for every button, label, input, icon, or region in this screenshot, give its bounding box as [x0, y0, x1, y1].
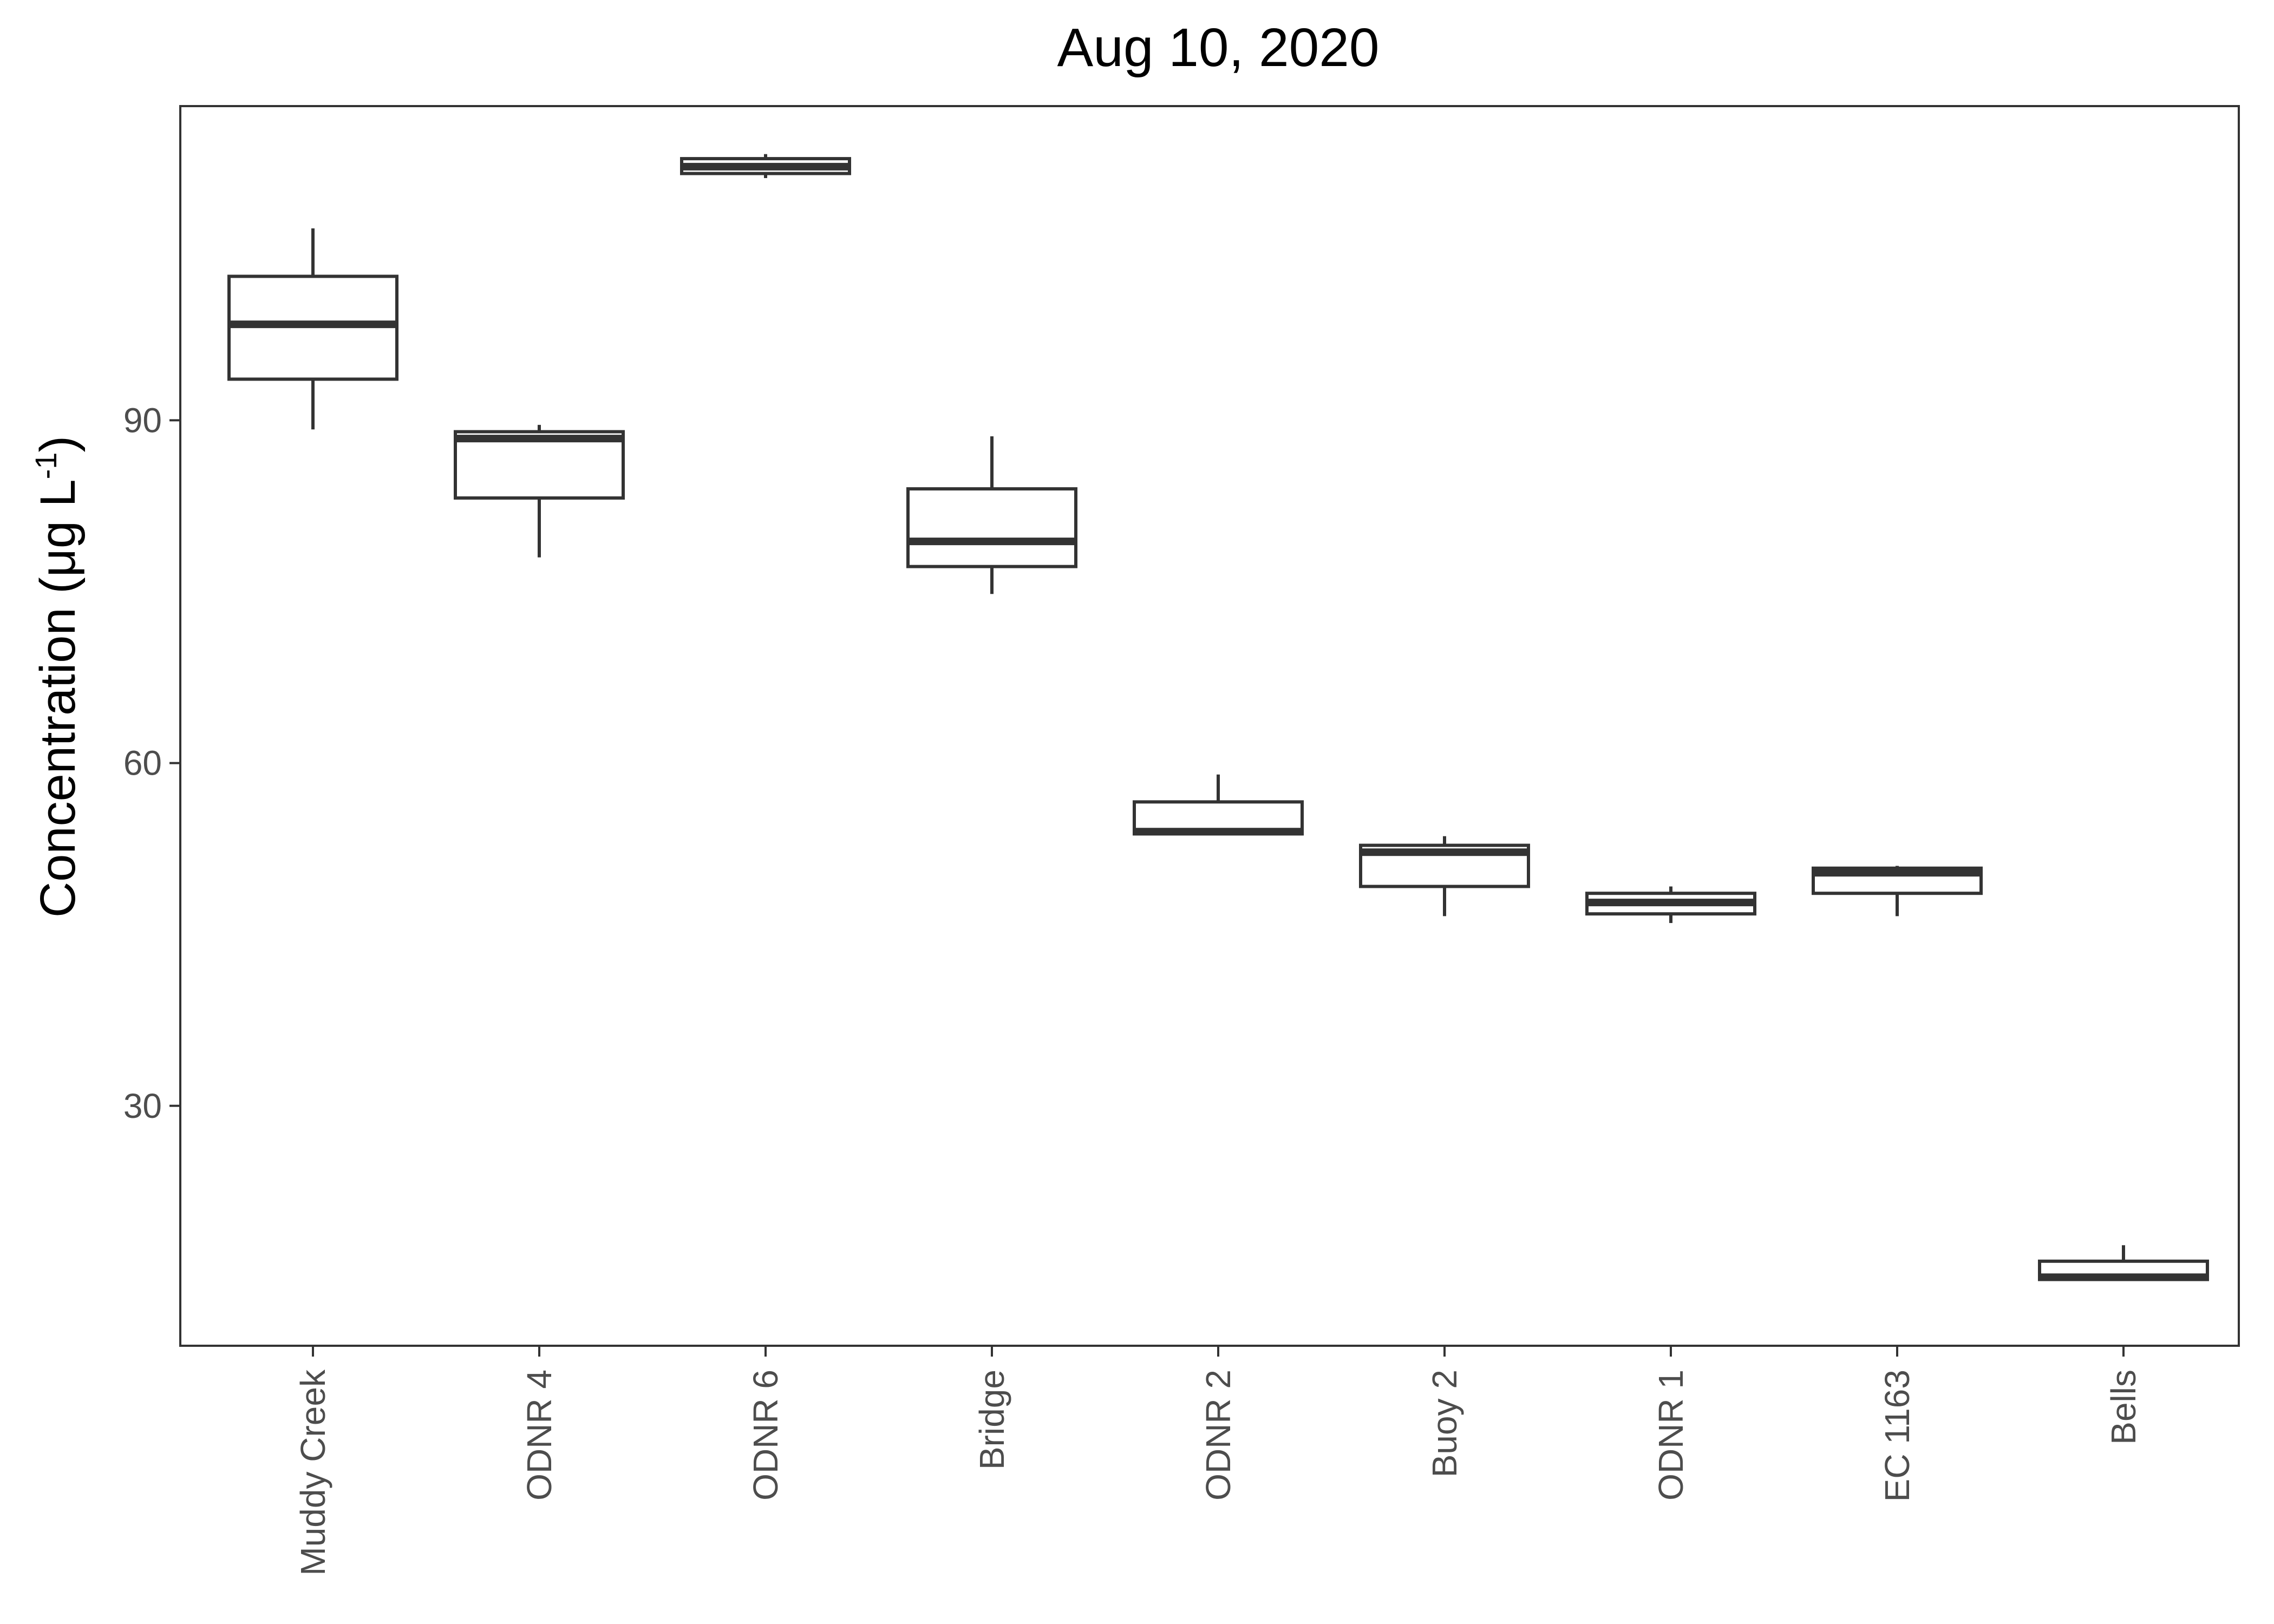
box-bridge	[906, 436, 1077, 594]
x-tick-label: ODNR 2	[1199, 1370, 1238, 1501]
x-tick-label: Bridge	[972, 1370, 1011, 1470]
y-axis-label-main: Concentration (μg L	[30, 479, 86, 918]
y-axis-ticks: 30 60 90	[123, 401, 180, 1125]
x-tick-label: ODNR 4	[520, 1370, 559, 1501]
x-tick-label: ODNR 1	[1651, 1370, 1690, 1501]
y-axis-label: Concentration (μg L-1)	[29, 436, 86, 918]
x-tick-label: Muddy Creek	[293, 1369, 332, 1576]
chart-title: Aug 10, 2020	[1057, 17, 1380, 78]
box-iqr	[454, 430, 625, 500]
boxes-layer	[227, 154, 2209, 1281]
y-tick-label: 90	[123, 401, 162, 440]
box-odnr-6	[680, 154, 851, 178]
y-axis-label-superscript: -1	[29, 452, 63, 479]
y-tick-label: 60	[123, 744, 162, 783]
plot-panel-border	[179, 105, 2240, 1347]
x-tick-label: ODNR 6	[746, 1370, 785, 1501]
box-bells	[2038, 1245, 2209, 1281]
y-tick-label: 30	[123, 1086, 162, 1125]
x-axis-ticks: Muddy Creek ODNR 4 ODNR 6 Bridge ODNR 2 Buoy …	[293, 1346, 2143, 1576]
y-axis-label-close: )	[30, 436, 86, 453]
box-odnr-1	[1585, 886, 1756, 924]
x-tick-label: Bells	[2104, 1370, 2143, 1445]
box-odnr-4	[454, 424, 625, 558]
box-odnr-2	[1133, 774, 1304, 836]
x-tick-label: EC 1163	[1878, 1370, 1917, 1502]
x-tick-label: Buoy 2	[1425, 1370, 1464, 1477]
box-buoy-2	[1359, 836, 1530, 916]
box-ec-1163	[1812, 866, 1983, 916]
box-iqr	[906, 487, 1077, 568]
box-muddy-creek	[227, 228, 398, 430]
